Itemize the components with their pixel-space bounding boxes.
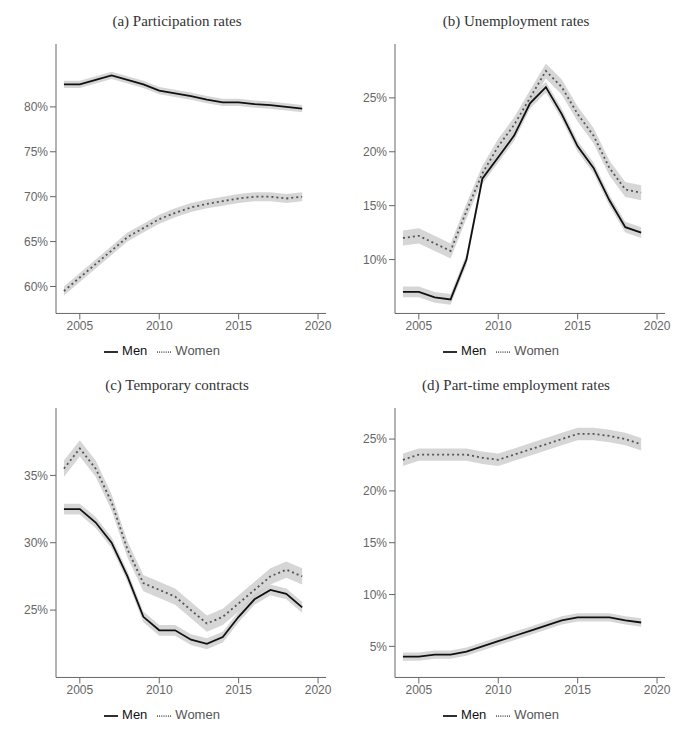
svg-text:25%: 25% <box>363 432 387 446</box>
html-text:(b) Unemployment rates: (b) Unemployment rates <box>442 13 590 29</box>
svg-text:10%: 10% <box>363 588 387 602</box>
svg-text:2015: 2015 <box>225 319 252 333</box>
svg-text:80%: 80% <box>24 100 48 114</box>
svg-text:10%: 10% <box>363 253 387 267</box>
svg-text:60%: 60% <box>24 280 48 294</box>
html-text:(a) Participation rates: (a) Participation rates <box>112 13 242 29</box>
svg-text:75%: 75% <box>24 145 48 159</box>
svg-text:25%: 25% <box>24 603 48 617</box>
svg-text:25%: 25% <box>363 91 387 105</box>
svg-text:2010: 2010 <box>146 683 173 697</box>
svg-text:65%: 65% <box>24 235 48 249</box>
svg-text:2020: 2020 <box>644 683 671 697</box>
svg-text:2015: 2015 <box>564 683 591 697</box>
svg-text:35%: 35% <box>24 469 48 483</box>
svg-text:2005: 2005 <box>405 319 432 333</box>
html-text:Men: Men <box>122 343 148 359</box>
svg-text:20%: 20% <box>363 145 387 159</box>
svg-text:15%: 15% <box>363 199 387 213</box>
html-text:Women: Women <box>514 343 559 359</box>
html-text:Men: Men <box>461 343 487 359</box>
svg-text:15%: 15% <box>363 536 387 550</box>
html-text:(c) Temporary contracts: (c) Temporary contracts <box>105 377 249 393</box>
svg-text:2020: 2020 <box>305 319 332 333</box>
svg-text:2020: 2020 <box>644 319 671 333</box>
svg-text:20%: 20% <box>363 484 387 498</box>
svg-text:2005: 2005 <box>66 683 93 697</box>
html-text:Women: Women <box>175 343 220 359</box>
svg-text:2020: 2020 <box>305 683 332 697</box>
html-text:Men: Men <box>122 707 148 723</box>
html-text:Men: Men <box>461 707 487 723</box>
html-text:(d) Part-time employment rates: (d) Part-time employment rates <box>422 377 610 393</box>
svg-text:2010: 2010 <box>485 319 512 333</box>
svg-text:2005: 2005 <box>405 683 432 697</box>
svg-text:2005: 2005 <box>66 319 93 333</box>
svg-text:5%: 5% <box>370 640 388 654</box>
svg-text:30%: 30% <box>24 536 48 550</box>
html-text:Women: Women <box>514 707 559 723</box>
svg-text:2010: 2010 <box>485 683 512 697</box>
svg-text:70%: 70% <box>24 190 48 204</box>
svg-text:2010: 2010 <box>146 319 173 333</box>
svg-text:2015: 2015 <box>564 319 591 333</box>
html-text:Women: Women <box>175 707 220 723</box>
svg-text:2015: 2015 <box>225 683 252 697</box>
